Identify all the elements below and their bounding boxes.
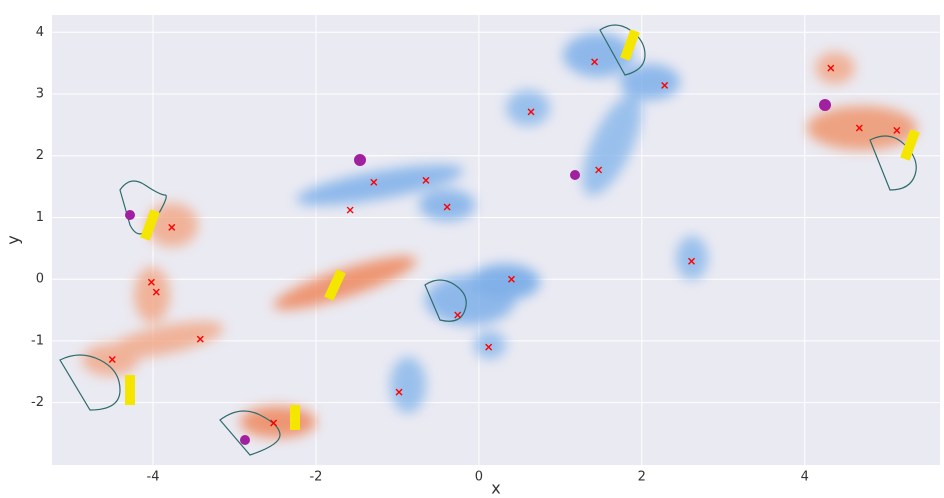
density [82, 33, 917, 438]
y-tick-label: 4 [36, 25, 44, 40]
density-blob [470, 264, 540, 300]
structure [900, 129, 920, 161]
structure [240, 435, 250, 445]
point [591, 58, 599, 66]
density-blob [273, 256, 417, 310]
y-axis-label: y [4, 235, 23, 244]
density-blob [506, 90, 550, 126]
density-blob [620, 64, 680, 100]
density-blob [134, 267, 170, 323]
density-blob [390, 357, 426, 413]
point [661, 81, 669, 89]
structure [869, 135, 917, 191]
point [527, 108, 535, 116]
x-tick-label: 4 [801, 470, 809, 485]
point [454, 311, 462, 319]
point [855, 124, 863, 132]
grid [52, 15, 940, 465]
y-tick-label: -1 [31, 333, 44, 348]
point [395, 388, 403, 396]
structure [125, 375, 135, 405]
x-tick-label: 2 [638, 470, 646, 485]
labels: x y -4 -2 0 2 4 -2 -1 0 1 2 3 4 [4, 25, 809, 498]
point [422, 176, 430, 184]
structure [125, 210, 135, 220]
density-blob [82, 344, 138, 376]
density-blob [815, 52, 855, 84]
structure [599, 24, 646, 76]
x-tick-label: -4 [147, 470, 160, 485]
x-tick-label: 0 [475, 470, 483, 485]
density-blob [106, 321, 224, 359]
point [688, 257, 696, 265]
structure [354, 154, 366, 166]
density-blob [563, 33, 633, 77]
point [370, 178, 378, 186]
y-tick-label: 1 [36, 210, 44, 225]
y-tick-label: 2 [36, 148, 44, 163]
point [507, 275, 515, 283]
point [152, 288, 160, 296]
x-tick-label: -2 [309, 470, 322, 485]
y-tick-label: 3 [36, 87, 44, 102]
structure [59, 354, 121, 411]
structure [819, 99, 831, 111]
point [485, 343, 493, 351]
point [346, 206, 354, 214]
point [827, 64, 835, 72]
point [168, 223, 176, 231]
density-blob [240, 406, 316, 438]
point [893, 126, 901, 134]
structure [570, 170, 580, 180]
density-blob [296, 164, 464, 206]
structure [424, 279, 467, 322]
point [443, 203, 451, 211]
x-axis-label: x [491, 479, 500, 498]
point [270, 419, 278, 427]
structure [324, 269, 346, 301]
point [147, 278, 155, 286]
structure [290, 405, 300, 430]
structure [620, 29, 640, 61]
point [595, 166, 603, 174]
y-tick-label: 0 [36, 272, 44, 287]
plot-area [52, 15, 940, 465]
structure [140, 209, 160, 241]
density-blob [582, 94, 642, 196]
structures [59, 24, 920, 456]
y-tick-label: -2 [31, 395, 44, 410]
points [108, 58, 901, 427]
point [196, 335, 204, 343]
density-blob [807, 106, 917, 150]
density-blob [676, 236, 708, 280]
density-blob [419, 189, 475, 221]
point [108, 355, 116, 363]
